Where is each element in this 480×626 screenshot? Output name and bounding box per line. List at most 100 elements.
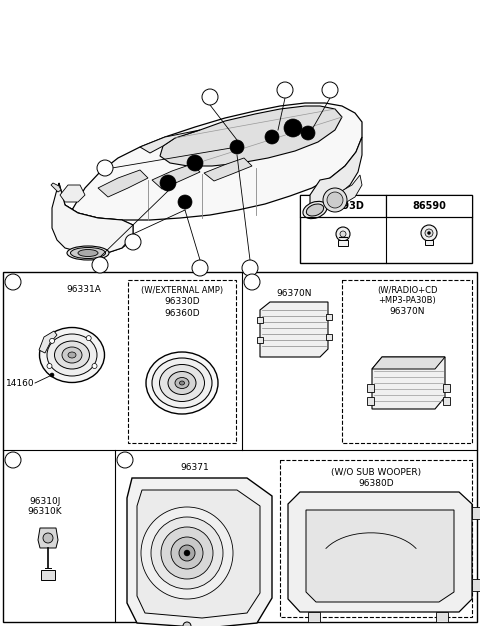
Polygon shape xyxy=(51,183,61,192)
Text: 96370N: 96370N xyxy=(389,307,425,317)
Bar xyxy=(257,317,263,323)
Bar xyxy=(3,272,477,622)
Bar xyxy=(443,397,450,405)
Bar xyxy=(280,460,472,617)
Bar xyxy=(338,240,348,246)
Text: 96310K: 96310K xyxy=(28,508,62,516)
Circle shape xyxy=(49,339,55,343)
Polygon shape xyxy=(39,331,57,353)
Circle shape xyxy=(428,232,431,235)
Ellipse shape xyxy=(68,352,76,358)
Bar xyxy=(342,280,472,443)
Text: (W/RADIO+CD: (W/RADIO+CD xyxy=(377,285,437,294)
Text: b: b xyxy=(327,86,333,95)
Polygon shape xyxy=(59,183,133,253)
Bar xyxy=(472,579,480,591)
Polygon shape xyxy=(59,103,362,240)
Polygon shape xyxy=(372,357,445,409)
Circle shape xyxy=(161,527,213,579)
Text: c: c xyxy=(208,93,212,101)
Circle shape xyxy=(5,452,21,468)
Polygon shape xyxy=(137,490,260,618)
Text: 86590: 86590 xyxy=(412,201,446,211)
Circle shape xyxy=(277,82,293,98)
Text: a: a xyxy=(11,277,15,287)
Text: 96371: 96371 xyxy=(180,463,209,473)
Ellipse shape xyxy=(175,377,189,389)
Polygon shape xyxy=(98,170,148,197)
Ellipse shape xyxy=(62,347,82,363)
Text: a: a xyxy=(197,264,203,272)
Bar xyxy=(41,570,55,580)
Ellipse shape xyxy=(67,246,109,260)
Polygon shape xyxy=(38,528,58,548)
Ellipse shape xyxy=(39,327,105,382)
Ellipse shape xyxy=(71,247,106,259)
Circle shape xyxy=(141,507,233,599)
Bar xyxy=(367,397,374,405)
Circle shape xyxy=(242,260,258,276)
Circle shape xyxy=(160,175,176,191)
Bar xyxy=(300,195,386,217)
Circle shape xyxy=(50,373,54,377)
Text: 96331A: 96331A xyxy=(67,285,101,294)
Text: b: b xyxy=(249,277,255,287)
Text: a: a xyxy=(97,260,103,270)
Text: d: d xyxy=(122,456,128,464)
Bar xyxy=(326,334,332,340)
Text: 96370N: 96370N xyxy=(276,289,312,299)
Circle shape xyxy=(117,452,133,468)
Bar xyxy=(326,314,332,320)
Text: (W/O SUB WOOPER): (W/O SUB WOOPER) xyxy=(331,468,421,476)
Circle shape xyxy=(265,130,279,144)
Circle shape xyxy=(43,533,53,543)
Circle shape xyxy=(192,260,208,276)
Circle shape xyxy=(284,119,302,137)
Polygon shape xyxy=(152,164,200,189)
Circle shape xyxy=(171,537,203,569)
Ellipse shape xyxy=(180,381,184,385)
Circle shape xyxy=(125,234,141,250)
Circle shape xyxy=(323,188,347,212)
Ellipse shape xyxy=(47,334,97,376)
Bar xyxy=(128,280,236,443)
Ellipse shape xyxy=(146,352,218,414)
Polygon shape xyxy=(310,137,362,207)
Polygon shape xyxy=(60,185,85,202)
Circle shape xyxy=(187,155,203,171)
Circle shape xyxy=(92,364,97,369)
Circle shape xyxy=(244,274,260,290)
Circle shape xyxy=(184,550,190,556)
Text: 96330D: 96330D xyxy=(164,297,200,307)
Circle shape xyxy=(92,257,108,273)
Circle shape xyxy=(151,517,223,589)
Text: 96380D: 96380D xyxy=(358,478,394,488)
Text: a: a xyxy=(247,264,252,272)
Ellipse shape xyxy=(55,341,89,369)
Ellipse shape xyxy=(152,358,212,408)
Text: c: c xyxy=(103,163,108,173)
Bar xyxy=(257,337,263,343)
Circle shape xyxy=(179,545,195,561)
Bar xyxy=(367,384,374,392)
Bar xyxy=(472,507,480,519)
Text: c: c xyxy=(11,456,15,464)
Polygon shape xyxy=(288,492,472,612)
Text: 86593D: 86593D xyxy=(322,201,364,211)
Polygon shape xyxy=(127,478,272,626)
Polygon shape xyxy=(260,302,328,357)
Circle shape xyxy=(230,140,244,154)
Bar xyxy=(425,240,433,245)
Polygon shape xyxy=(140,130,200,153)
Polygon shape xyxy=(340,175,362,203)
Ellipse shape xyxy=(78,250,98,257)
Circle shape xyxy=(97,160,113,176)
Circle shape xyxy=(202,89,218,105)
Polygon shape xyxy=(306,510,454,602)
Text: 14160: 14160 xyxy=(6,379,34,387)
Bar xyxy=(308,612,320,622)
Circle shape xyxy=(421,225,437,241)
Circle shape xyxy=(425,229,433,237)
Text: d: d xyxy=(282,86,288,95)
Text: 96360D: 96360D xyxy=(164,309,200,317)
